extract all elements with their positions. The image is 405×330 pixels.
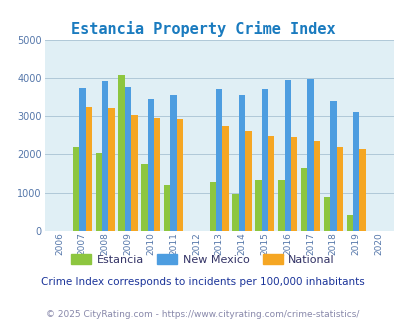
Bar	[72, 147, 79, 231]
Bar	[329, 101, 336, 231]
Bar	[358, 149, 365, 231]
Bar	[313, 141, 319, 231]
Bar	[108, 108, 115, 231]
Text: Crime Index corresponds to incidents per 100,000 inhabitants: Crime Index corresponds to incidents per…	[41, 278, 364, 287]
Bar	[102, 81, 108, 231]
Bar	[85, 107, 92, 231]
Bar	[131, 115, 137, 231]
Bar	[164, 185, 170, 231]
Legend: Estancia, New Mexico, National: Estancia, New Mexico, National	[66, 250, 339, 269]
Bar	[124, 87, 131, 231]
Bar	[153, 118, 160, 231]
Bar	[215, 89, 222, 231]
Bar	[95, 152, 102, 231]
Bar	[336, 147, 342, 231]
Bar	[141, 164, 147, 231]
Bar	[267, 136, 274, 231]
Bar	[147, 99, 153, 231]
Bar	[118, 75, 124, 231]
Bar	[232, 194, 238, 231]
Bar	[346, 215, 352, 231]
Bar	[323, 197, 329, 231]
Bar	[284, 80, 290, 231]
Bar	[79, 88, 85, 231]
Bar	[176, 119, 183, 231]
Bar	[255, 180, 261, 231]
Text: © 2025 CityRating.com - https://www.cityrating.com/crime-statistics/: © 2025 CityRating.com - https://www.city…	[46, 310, 359, 319]
Bar	[209, 182, 215, 231]
Bar	[300, 168, 307, 231]
Text: Estancia Property Crime Index: Estancia Property Crime Index	[70, 21, 335, 37]
Bar	[245, 131, 251, 231]
Bar	[307, 79, 313, 231]
Bar	[352, 112, 358, 231]
Bar	[170, 95, 176, 231]
Bar	[277, 180, 284, 231]
Bar	[261, 89, 267, 231]
Bar	[238, 95, 245, 231]
Bar	[222, 126, 228, 231]
Bar	[290, 137, 296, 231]
